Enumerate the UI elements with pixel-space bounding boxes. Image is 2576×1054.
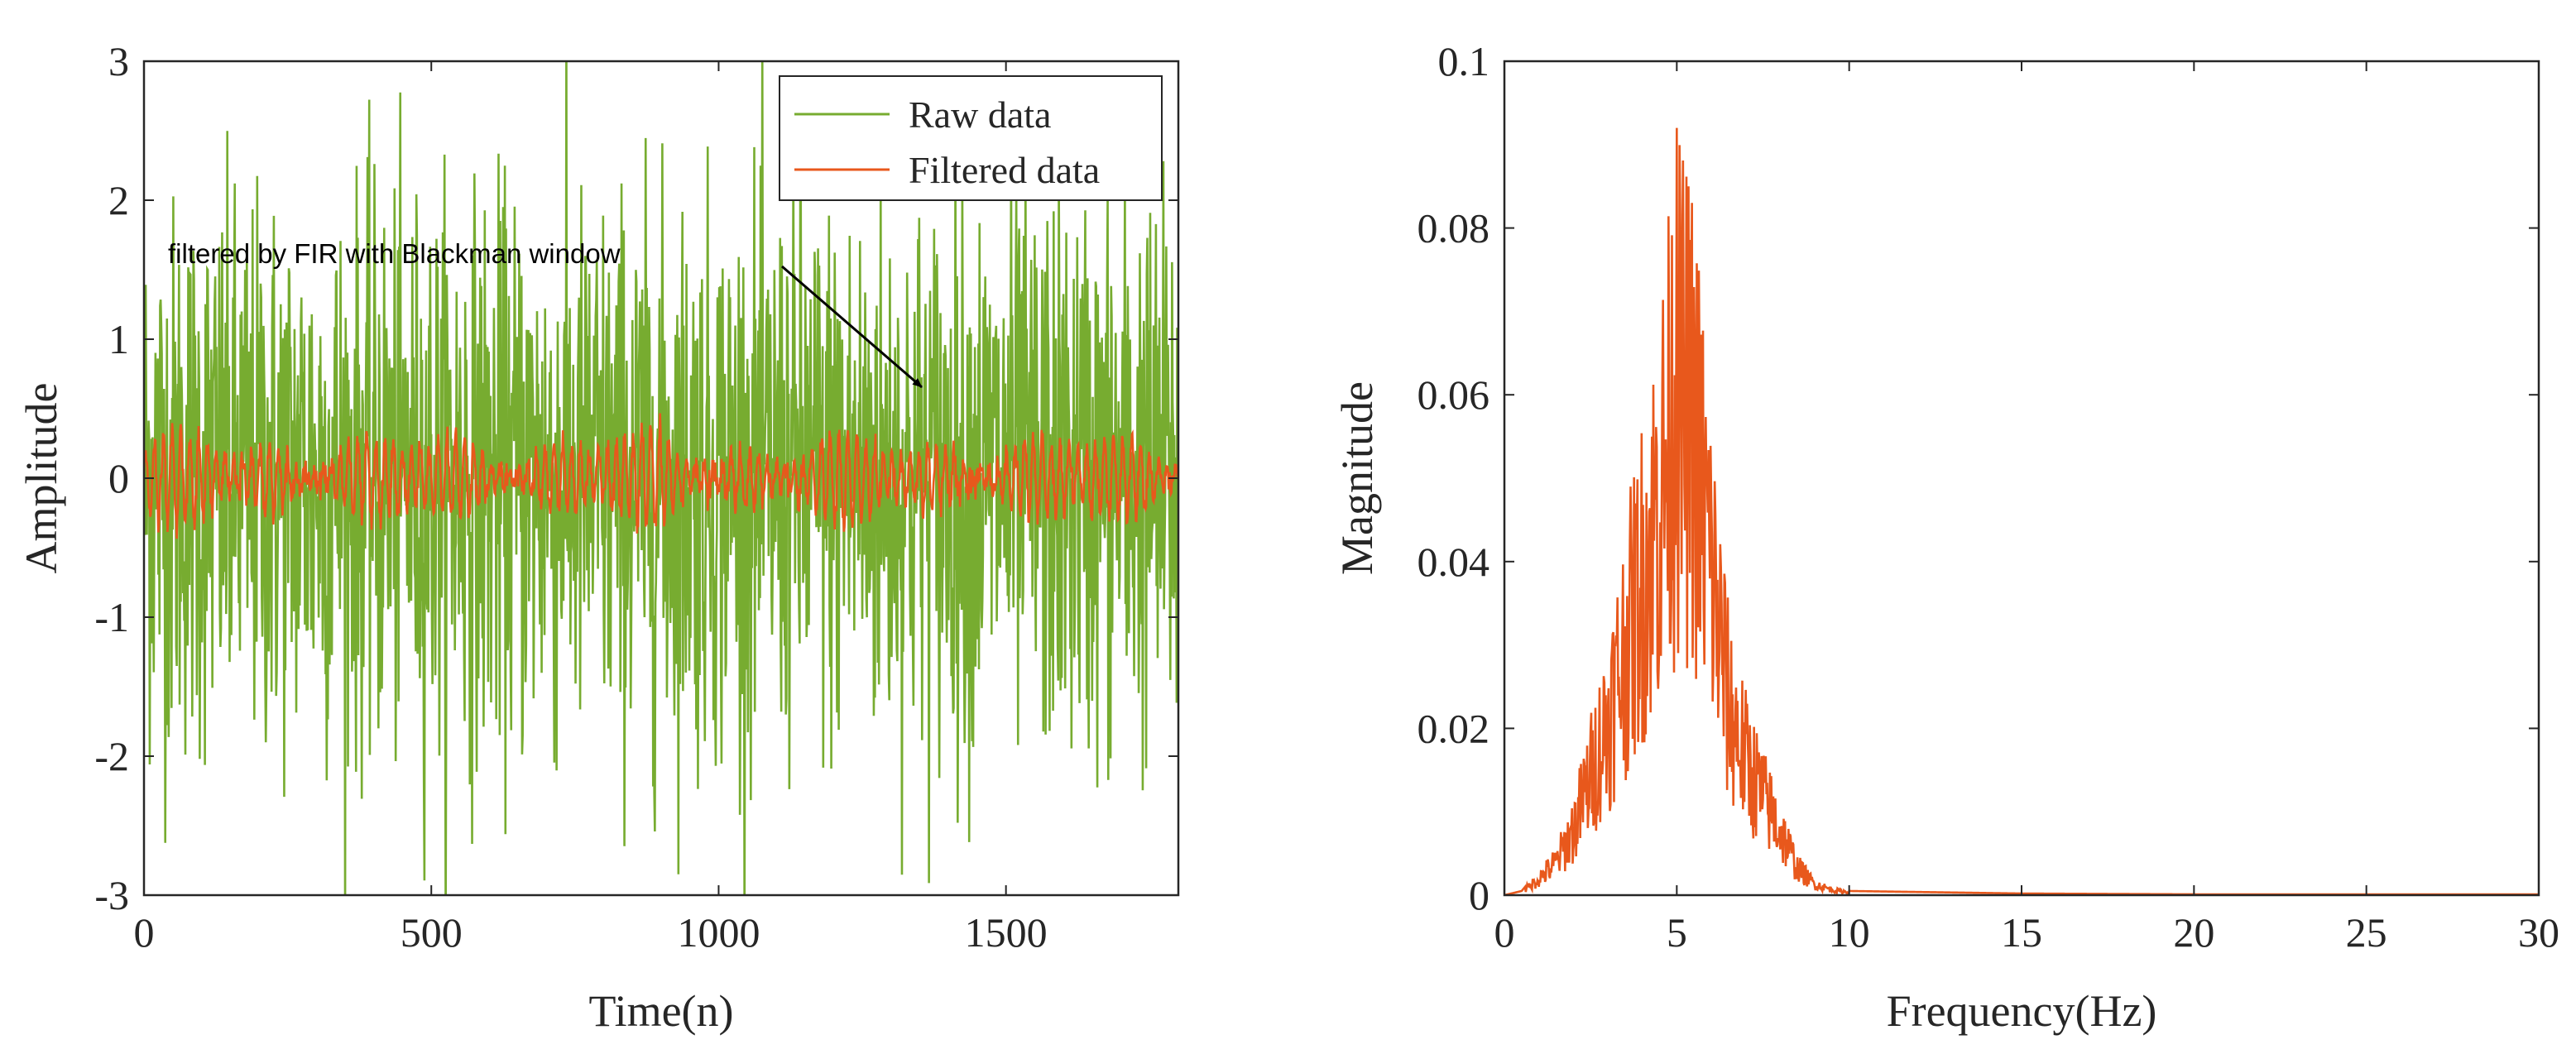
left-y-tick-label: 3 <box>108 38 129 84</box>
left-y-tick-label: 1 <box>108 316 129 362</box>
left-x-axis-title: Time(n) <box>588 986 733 1036</box>
left-y-tick-label: 2 <box>108 177 129 223</box>
annotation-text: filtered by FIR with Blackman window <box>168 238 621 269</box>
left-x-tick-label: 500 <box>401 909 463 956</box>
series-spectrum <box>1504 127 2539 895</box>
right-x-tick-label: 0 <box>1494 909 1515 956</box>
right-x-tick-label: 20 <box>2173 909 2214 956</box>
right-x-tick-label: 30 <box>2518 909 2559 956</box>
right-y-tick-label: 0.1 <box>1438 38 1490 84</box>
left-y-tick-label: -3 <box>94 872 129 918</box>
right-x-tick-label: 25 <box>2346 909 2387 956</box>
right-x-tick-label: 15 <box>2001 909 2042 956</box>
right-axes-box <box>1503 60 2540 897</box>
series-group <box>144 61 1178 895</box>
left-x-tick-label: 0 <box>134 909 155 956</box>
left-ticks: 0 500 1000 1500 3 2 1 0 -1 -2 -3 <box>94 38 1178 956</box>
legend-box <box>779 75 1163 201</box>
legend: Raw data Filtered data <box>779 75 1163 201</box>
series-group <box>1504 127 2539 895</box>
frequency-domain-plot: 0 5 10 15 20 25 30 0.1 0.08 0.06 0.04 0.02 0 Frequen… <box>1332 38 2559 1036</box>
time-domain-plot: 0 500 1000 1500 3 2 1 0 -1 -2 -3 Time(n) Amplitude… <box>17 38 1180 1036</box>
legend-label-raw: Raw data <box>909 93 1051 136</box>
left-x-tick-label: 1500 <box>965 909 1048 956</box>
left-y-tick-label: -2 <box>94 733 129 779</box>
right-y-axis-title: Magnitude <box>1332 381 1382 575</box>
right-x-tick-label: 10 <box>1829 909 1870 956</box>
left-x-tick-label: 1000 <box>677 909 760 956</box>
right-ticks: 0 5 10 15 20 25 30 0.1 0.08 0.06 0.04 0.02 0 <box>1418 38 2560 956</box>
right-x-tick-label: 5 <box>1667 909 1687 956</box>
left-y-tick-label: -1 <box>94 594 129 640</box>
right-y-tick-label: 0.06 <box>1418 371 1490 418</box>
annotation-arrow <box>781 265 923 389</box>
right-y-tick-label: 0.08 <box>1418 205 1490 252</box>
series-filtered-data <box>144 413 1178 539</box>
right-y-tick-label: 0.02 <box>1418 705 1490 751</box>
right-y-tick-label: 0.04 <box>1418 539 1490 585</box>
left-y-axis-title: Amplitude <box>17 383 66 574</box>
right-x-axis-title: Frequency(Hz) <box>1887 986 2157 1036</box>
right-y-tick-label: 0 <box>1469 872 1489 918</box>
left-y-tick-label: 0 <box>108 455 129 501</box>
legend-label-filtered: Filtered data <box>909 149 1100 191</box>
series-raw-data <box>144 61 1178 895</box>
